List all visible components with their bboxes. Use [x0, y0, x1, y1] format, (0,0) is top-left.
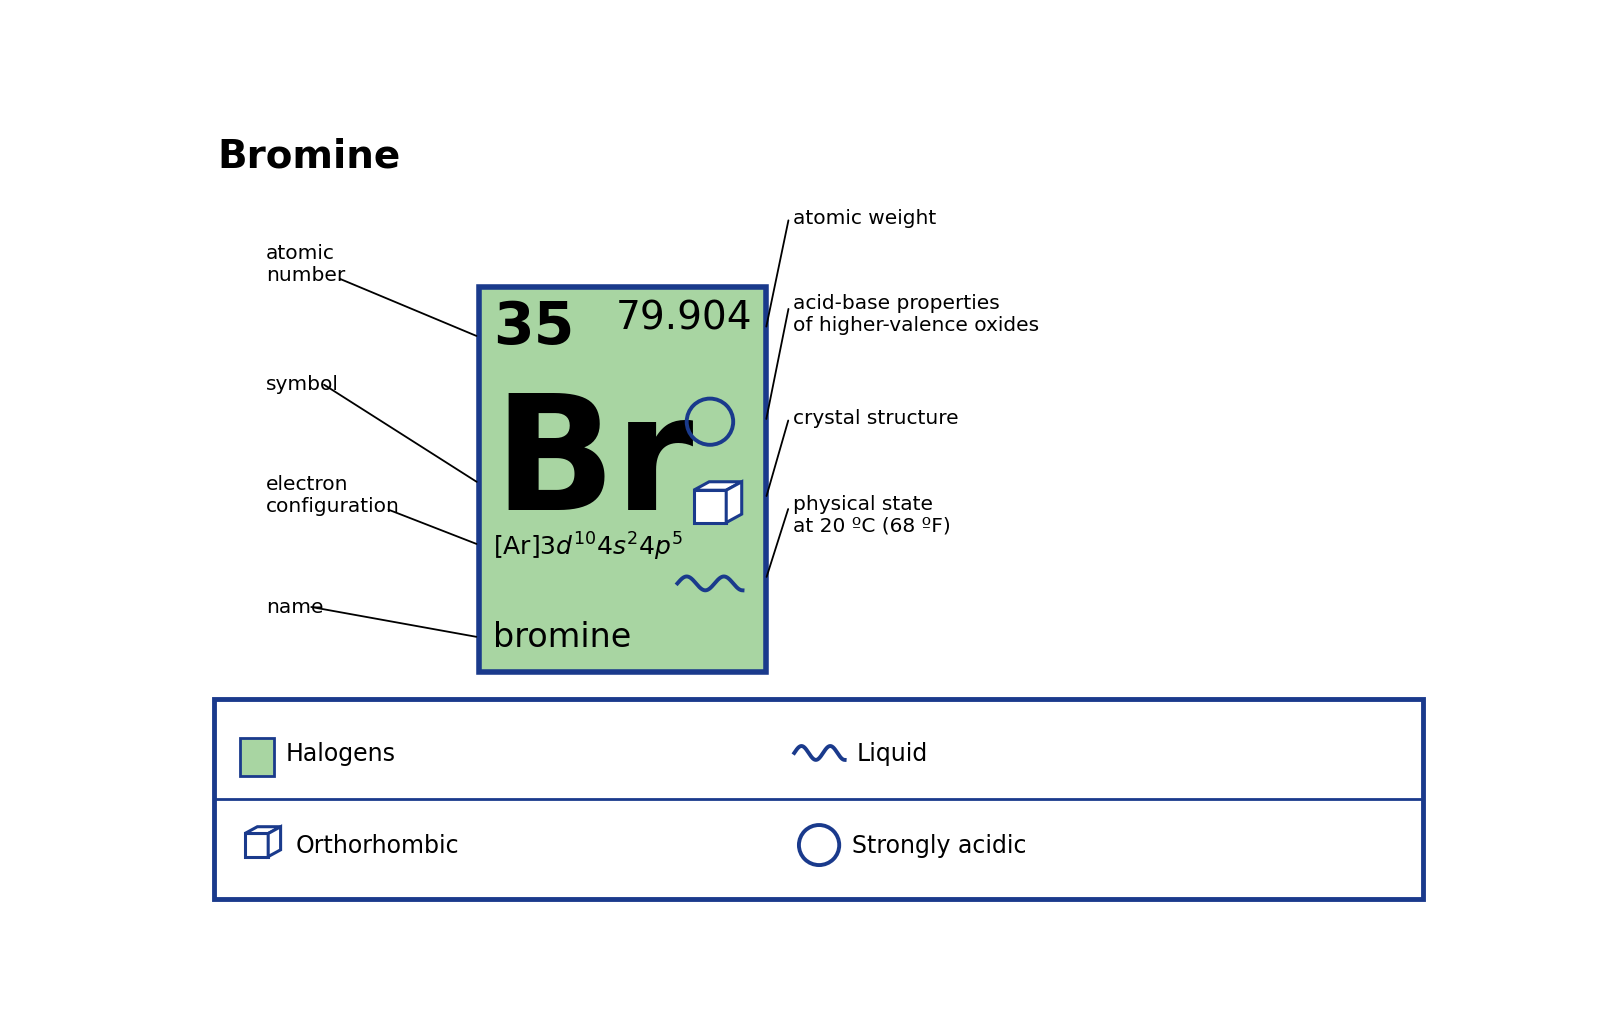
Polygon shape — [245, 834, 269, 857]
Polygon shape — [726, 482, 742, 523]
Text: $\mathrm{[Ar]3}d^{10}\mathrm{4}s^{2}\mathrm{4}p^{5}$: $\mathrm{[Ar]3}d^{10}\mathrm{4}s^{2}\mat… — [493, 531, 683, 562]
Text: physical state
at 20 ºC (68 ºF): physical state at 20 ºC (68 ºF) — [794, 494, 950, 535]
Polygon shape — [245, 826, 280, 834]
Text: name: name — [266, 597, 323, 616]
Text: acid-base properties
of higher-valence oxides: acid-base properties of higher-valence o… — [794, 294, 1038, 335]
Text: Liquid: Liquid — [856, 741, 928, 765]
Text: atomic
number: atomic number — [266, 245, 346, 285]
FancyBboxPatch shape — [240, 738, 274, 776]
Text: symbol: symbol — [266, 374, 339, 393]
Text: Orthorhombic: Orthorhombic — [296, 834, 459, 857]
Polygon shape — [269, 826, 280, 857]
Text: Br: Br — [493, 387, 693, 542]
Text: Halogens: Halogens — [286, 741, 397, 765]
Text: bromine: bromine — [493, 621, 630, 653]
Text: 79.904: 79.904 — [616, 300, 752, 337]
Text: Bromine: Bromine — [218, 138, 400, 175]
Polygon shape — [694, 482, 742, 491]
Text: electron
configuration: electron configuration — [266, 475, 400, 516]
FancyBboxPatch shape — [478, 287, 766, 673]
Text: crystal structure: crystal structure — [794, 409, 958, 428]
Text: atomic weight: atomic weight — [794, 209, 936, 228]
Polygon shape — [694, 491, 726, 523]
Text: Strongly acidic: Strongly acidic — [851, 834, 1026, 857]
FancyBboxPatch shape — [214, 699, 1422, 899]
Text: 35: 35 — [493, 300, 574, 357]
